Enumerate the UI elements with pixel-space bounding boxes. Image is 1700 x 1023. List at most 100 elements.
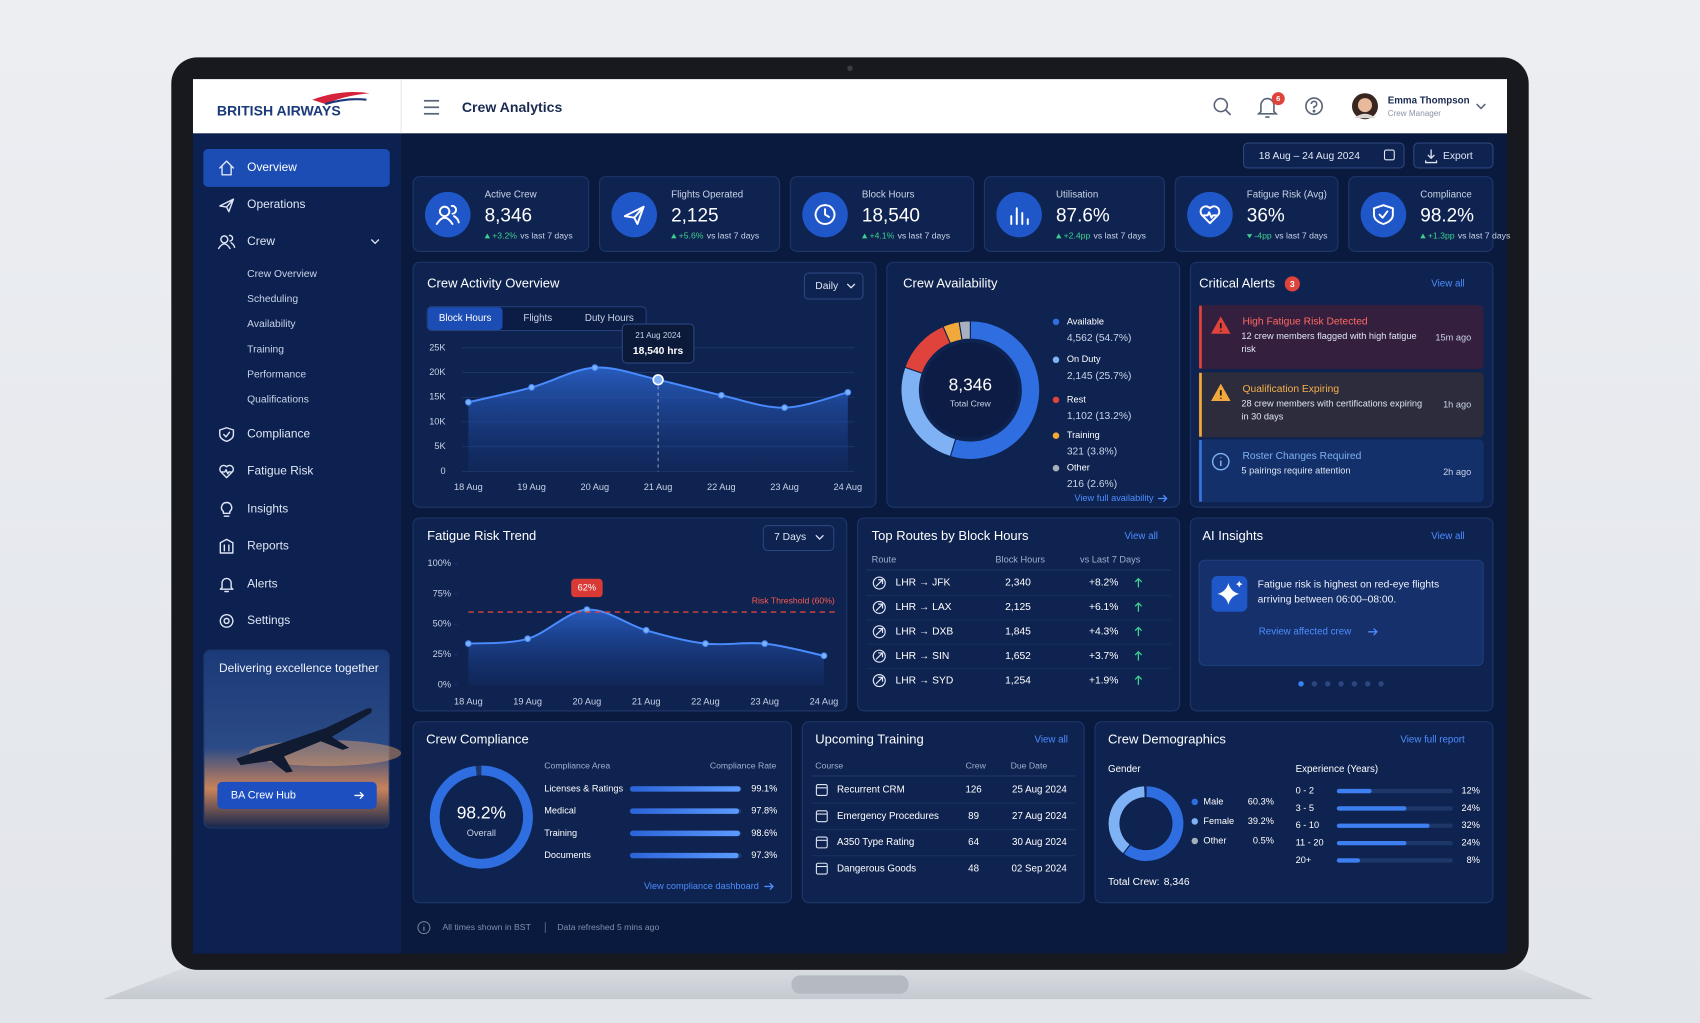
kpi-change: +5.6% [679,231,704,241]
nav-item[interactable]: Crew [247,234,275,248]
alerts-link[interactable]: View all [1431,279,1464,290]
routes-link[interactable]: View all [1124,531,1157,542]
total-crew-label: Total Crew: [1108,877,1159,888]
legend-value: 321 (3.8%) [1067,447,1117,458]
tab[interactable]: Duty Hours [585,313,634,324]
period-dropdown-label[interactable]: Daily [815,281,839,292]
period-dropdown-label[interactable]: 7 Days [774,532,806,543]
x-tick-label: 22 Aug [707,482,736,492]
alert-text: 28 crew members with certifications expi… [1241,397,1423,422]
date-range[interactable]: 18 Aug – 24 Aug 2024 [1259,151,1361,162]
kpi-label: Compliance [1420,190,1471,201]
y-tick-label: 50% [433,619,451,629]
nav-item[interactable]: Reports [247,538,289,552]
carousel-dot[interactable] [1364,681,1371,687]
nav-item[interactable]: Compliance [247,427,310,441]
course-crew: 64 [968,837,979,848]
route-change: +6.1% [1089,602,1118,613]
donut-caption: Total Crew [950,399,992,409]
experience-band: 20+ [1296,855,1312,865]
calendar-icon [815,810,828,823]
kpi-label: Fatigue Risk (Avg) [1247,190,1327,201]
period-dropdown[interactable] [803,272,864,300]
link-arrow [354,791,365,800]
kpi-trend-arrow [1055,233,1062,239]
avatar[interactable] [1351,93,1378,120]
nav-subitem[interactable]: Performance [247,369,306,380]
nav-item[interactable]: Insights [247,501,288,515]
nav-item[interactable]: Alerts [247,576,277,590]
route-icon-plane [875,676,884,685]
nav-icon [219,160,235,176]
search-button[interactable] [1213,97,1232,116]
nav-subitem[interactable]: Availability [247,319,296,330]
compliance-area: Medical [544,806,576,816]
experience-heading: Experience (Years) [1296,764,1379,775]
course-due-date: 30 Aug 2024 [1012,837,1067,848]
nav-item[interactable]: Fatigue Risk [247,464,313,478]
carousel-dot[interactable] [1378,681,1384,687]
donut-total: 8,346 [949,374,992,394]
tooltip-value: 18,540 hrs [633,346,684,357]
kpi-trend-arrow [484,233,491,239]
kpi-icon [1199,205,1221,225]
date-range-button[interactable] [1243,142,1405,169]
alert-text-box: 28 crew members with certifications expi… [1241,397,1423,422]
link-arrow [764,882,774,891]
insight-card [1198,559,1484,666]
carousel-dot[interactable] [1324,681,1331,687]
kpi-change: -4pp [1254,231,1272,241]
promo-button[interactable] [217,781,377,809]
y-tick-label: 5K [434,441,446,451]
compliance-link[interactable]: View compliance dashboard [644,881,759,891]
carousel-dot[interactable] [1298,681,1304,687]
tab[interactable]: Block Hours [439,313,492,324]
x-tick-label: 18 Aug [454,697,483,707]
legend-value: 1,102 (13.2%) [1067,411,1132,422]
trend-up-arrow [1134,602,1143,612]
notifications-button[interactable] [1256,97,1279,118]
insights-link[interactable]: View all [1431,531,1464,542]
experience-share: 32% [1461,820,1479,830]
kpi-icon [1373,204,1394,225]
demographics-link[interactable]: View full report [1400,735,1465,746]
carousel-dot[interactable] [1338,681,1344,687]
availability-link[interactable]: View full availability [1074,493,1154,503]
nav-item[interactable]: Overview [247,160,297,174]
x-tick-label: 20 Aug [573,697,602,707]
export-button[interactable] [1413,142,1494,169]
nav-subitem[interactable]: Scheduling [247,294,298,305]
y-tick-label: 25% [433,649,451,659]
kpi-value: 18,540 [862,206,920,227]
insight-action[interactable]: Review affected crew [1259,626,1352,637]
nav-subitem[interactable]: Crew Overview [247,269,317,280]
calendar-icon [1383,149,1395,161]
user-menu-chevron[interactable] [1476,103,1486,110]
promo-button-label[interactable]: BA Crew Hub [231,789,296,801]
carousel-dot[interactable] [1351,681,1358,687]
legend-swatch [1052,356,1060,364]
nav-subitem[interactable]: Qualifications [247,395,309,406]
nav-item[interactable]: Settings [247,613,290,627]
nav-item[interactable]: Operations [247,197,305,211]
nav-subitem[interactable]: Training [247,344,284,355]
help-button[interactable] [1305,97,1323,116]
donut-segment [958,320,971,341]
logo-speedmarque-blue [324,98,367,106]
training-link[interactable]: View all [1034,735,1067,746]
course-crew: 89 [968,811,979,822]
period-dropdown[interactable] [762,525,835,552]
carousel-dot[interactable] [1311,681,1318,687]
route-hours: 1,652 [1005,651,1031,662]
y-tick-label: 20K [429,367,446,377]
export-label[interactable]: Export [1443,151,1473,162]
chevron [815,534,824,541]
bar [629,852,739,859]
y-tick-label: 10K [429,416,446,426]
kpi-icon-circle [1360,191,1407,238]
tab[interactable]: Flights [523,313,552,324]
overall-value: 98.2% [457,802,506,822]
menu-button[interactable] [423,99,440,115]
kpi-value: 36% [1247,206,1285,227]
kpi-icon [623,205,645,225]
